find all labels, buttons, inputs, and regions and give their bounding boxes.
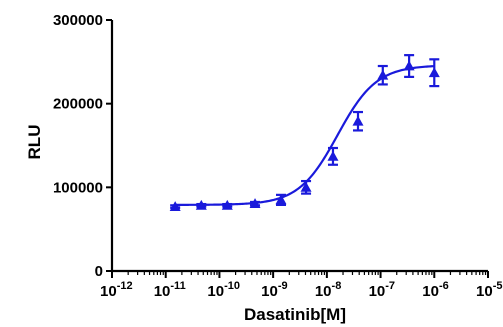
data-point — [300, 179, 312, 195]
data-point — [403, 54, 415, 78]
data-point — [275, 193, 287, 207]
x-tick-label: 10-11 — [154, 280, 186, 300]
x-tick-label: 10-6 — [422, 280, 448, 300]
y-tick-label: 200000 — [53, 96, 103, 113]
y-tick-label: 0 — [95, 263, 103, 280]
triangle-marker — [377, 69, 389, 80]
data-point — [249, 198, 261, 209]
data-point — [169, 201, 181, 211]
x-tick-label: 10-10 — [207, 280, 240, 300]
x-tick-label: 10-7 — [369, 280, 395, 300]
y-tick-label: 100000 — [53, 179, 103, 196]
y-tick-label: 300000 — [53, 12, 103, 29]
x-axis-title: Dasatinib[M] — [244, 305, 346, 324]
data-point — [221, 199, 233, 210]
triangle-marker — [403, 60, 415, 71]
data-point — [195, 199, 207, 210]
triangle-marker — [249, 198, 261, 209]
x-tick-label: 10-8 — [315, 280, 341, 300]
axes: 0 100000 200000 300000 10-12 10-11 10-10 10-9 10… — [53, 12, 503, 300]
x-tick-label: 10-12 — [100, 280, 133, 300]
triangle-marker — [275, 194, 287, 205]
triangle-marker — [195, 199, 207, 210]
data-point — [327, 146, 339, 166]
data-points-layer — [169, 54, 440, 211]
triangle-marker — [428, 67, 440, 78]
triangle-marker — [169, 201, 181, 211]
x-tick-label: 10-9 — [261, 280, 287, 300]
triangle-marker — [327, 150, 339, 161]
y-axis-title: RLU — [25, 125, 44, 160]
data-point — [352, 110, 364, 132]
fit-curve-layer — [175, 65, 435, 206]
x-tick-label: 10-5 — [476, 280, 502, 300]
triangle-marker — [352, 115, 364, 126]
fit-curve — [175, 65, 435, 206]
data-point — [428, 58, 440, 88]
triangle-marker — [300, 181, 312, 192]
data-point — [377, 64, 389, 86]
triangle-marker — [221, 199, 233, 210]
